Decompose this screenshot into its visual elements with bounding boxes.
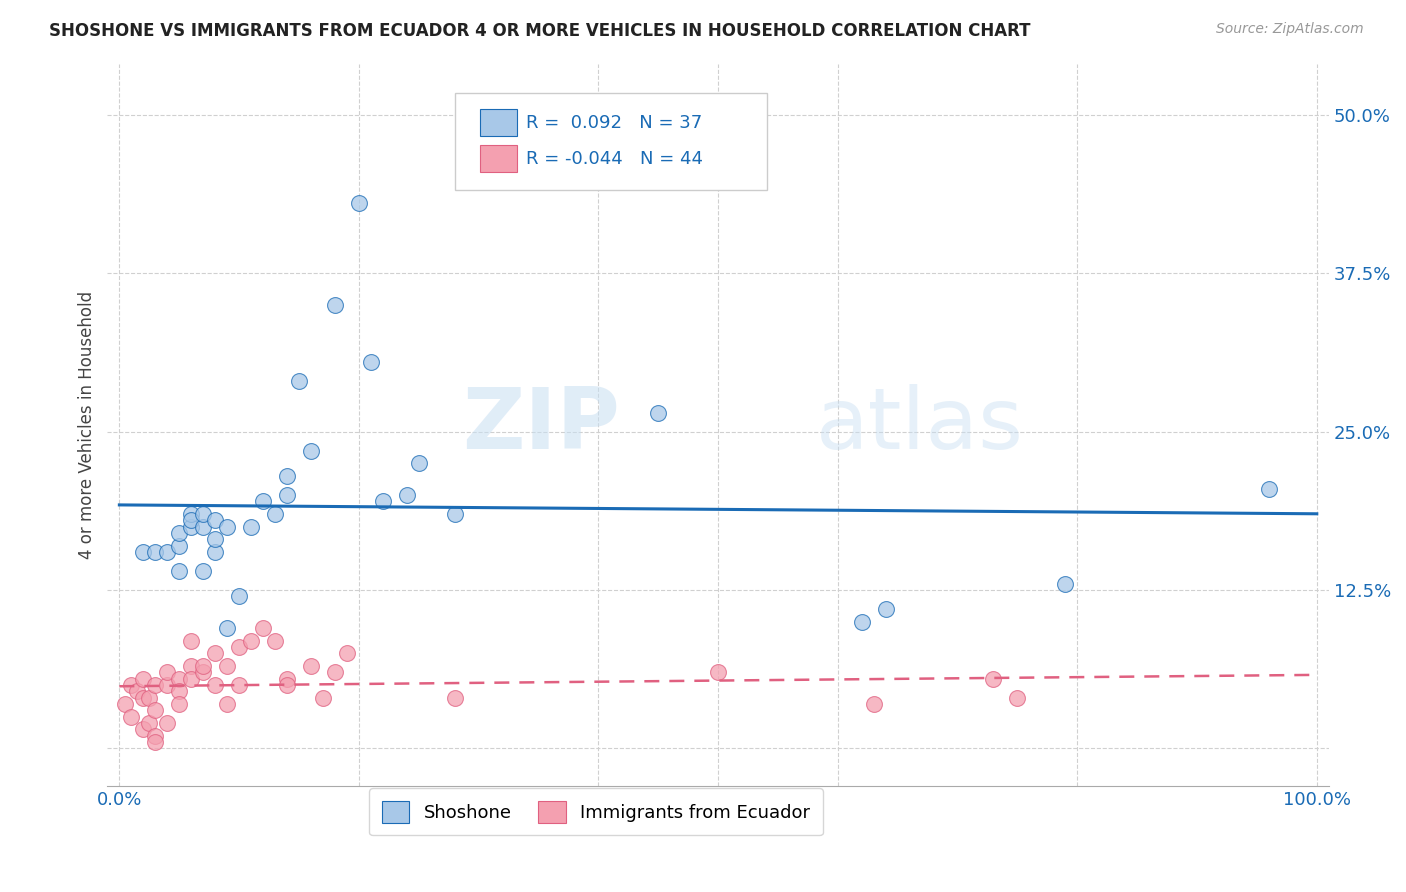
Y-axis label: 4 or more Vehicles in Household: 4 or more Vehicles in Household: [79, 291, 96, 559]
Point: [193, 519, 215, 533]
Point: [143, 678, 166, 692]
Point: [323, 665, 346, 680]
Point: [347, 196, 370, 211]
Point: [143, 729, 166, 743]
Point: [862, 697, 884, 711]
Point: [132, 723, 155, 737]
Point: [204, 678, 226, 692]
Point: [193, 665, 215, 680]
Point: [264, 507, 287, 521]
Point: [120, 710, 142, 724]
Point: [647, 406, 669, 420]
Point: [167, 672, 190, 686]
Point: [180, 513, 202, 527]
Point: [252, 494, 274, 508]
Point: [167, 684, 190, 698]
Point: [204, 533, 226, 547]
Point: [443, 690, 465, 705]
Legend: Shoshone, Immigrants from Ecuador: Shoshone, Immigrants from Ecuador: [370, 788, 823, 835]
Point: [167, 526, 190, 541]
Point: [156, 678, 179, 692]
Point: [193, 659, 215, 673]
Point: [143, 735, 166, 749]
Point: [228, 640, 250, 654]
Point: [167, 697, 190, 711]
Point: [217, 659, 239, 673]
Point: [217, 621, 239, 635]
Point: [167, 539, 190, 553]
Point: [323, 298, 346, 312]
FancyBboxPatch shape: [479, 145, 516, 172]
Point: [228, 590, 250, 604]
Text: R = -0.044   N = 44: R = -0.044 N = 44: [526, 150, 703, 168]
Point: [1007, 690, 1029, 705]
Text: Source: ZipAtlas.com: Source: ZipAtlas.com: [1216, 22, 1364, 37]
Point: [228, 678, 250, 692]
Point: [276, 469, 298, 483]
Point: [156, 545, 179, 559]
Point: [707, 665, 730, 680]
Point: [1054, 576, 1077, 591]
Point: [851, 615, 873, 629]
Point: [120, 678, 142, 692]
Point: [132, 690, 155, 705]
Point: [180, 672, 202, 686]
Point: [276, 678, 298, 692]
Point: [217, 519, 239, 533]
Point: [193, 564, 215, 578]
Point: [252, 621, 274, 635]
Point: [114, 697, 136, 711]
Point: [180, 659, 202, 673]
Point: [264, 633, 287, 648]
Text: atlas: atlas: [815, 384, 1024, 467]
Point: [180, 633, 202, 648]
Point: [299, 443, 322, 458]
FancyBboxPatch shape: [479, 109, 516, 136]
Point: [443, 507, 465, 521]
Point: [1257, 482, 1279, 496]
Point: [360, 355, 382, 369]
Point: [132, 672, 155, 686]
Point: [312, 690, 335, 705]
Point: [204, 545, 226, 559]
Point: [127, 684, 149, 698]
Point: [167, 564, 190, 578]
Point: [983, 672, 1005, 686]
Point: [193, 507, 215, 521]
Point: [276, 672, 298, 686]
Point: [240, 633, 263, 648]
Point: [143, 545, 166, 559]
Point: [336, 647, 359, 661]
Point: [138, 690, 160, 705]
Point: [156, 716, 179, 731]
Point: [204, 513, 226, 527]
Text: SHOSHONE VS IMMIGRANTS FROM ECUADOR 4 OR MORE VEHICLES IN HOUSEHOLD CORRELATION : SHOSHONE VS IMMIGRANTS FROM ECUADOR 4 OR…: [49, 22, 1031, 40]
FancyBboxPatch shape: [456, 93, 766, 191]
Point: [408, 456, 430, 470]
Point: [371, 494, 394, 508]
Point: [875, 602, 897, 616]
Point: [180, 519, 202, 533]
Point: [288, 374, 311, 388]
Point: [217, 697, 239, 711]
Point: [138, 716, 160, 731]
Point: [180, 507, 202, 521]
Text: R =  0.092   N = 37: R = 0.092 N = 37: [526, 113, 703, 132]
Point: [156, 665, 179, 680]
Point: [240, 519, 263, 533]
Point: [132, 545, 155, 559]
Text: ZIP: ZIP: [463, 384, 620, 467]
Point: [143, 703, 166, 717]
Point: [299, 659, 322, 673]
Point: [395, 488, 418, 502]
Point: [276, 488, 298, 502]
Point: [204, 647, 226, 661]
